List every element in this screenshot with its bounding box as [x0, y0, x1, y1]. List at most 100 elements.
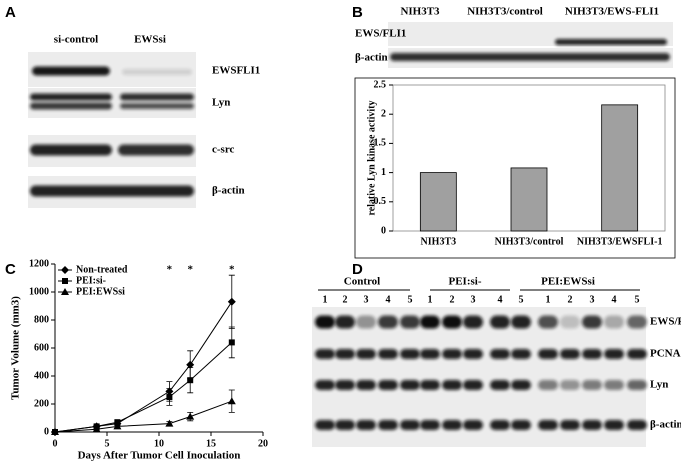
row-label: EWSFLI1: [212, 65, 260, 77]
blot-band: [627, 349, 647, 359]
lane-label: 3: [364, 294, 369, 305]
blot-band: [356, 420, 376, 430]
blot-band: [604, 380, 624, 390]
y-tick-label: 1200: [29, 258, 49, 269]
y-tick-label: 1000: [29, 286, 49, 297]
x-tick-label: 20: [258, 438, 268, 449]
y-tick-label: 200: [34, 398, 49, 409]
point: [114, 419, 121, 426]
panel-label: A: [5, 4, 16, 21]
series-line: [54, 342, 233, 433]
blot-band: [560, 420, 580, 430]
panel-label: C: [5, 261, 16, 278]
blot-band: [490, 420, 510, 430]
blot-band: [511, 380, 531, 390]
point: [186, 412, 195, 420]
bar: [510, 167, 548, 232]
blot-band: [315, 420, 335, 430]
point: [186, 360, 195, 369]
blot-band: [560, 380, 580, 390]
y-tick-label: 1: [381, 167, 386, 178]
y-tick-label: 0: [44, 426, 49, 437]
annotation: *: [187, 264, 193, 276]
row-label: PCNA: [650, 348, 681, 360]
blot-band: [463, 380, 483, 390]
blot-band: [490, 349, 510, 359]
y-tick-label: 2: [381, 108, 386, 119]
annotation: *: [167, 264, 173, 276]
blot-band: [335, 380, 355, 390]
y-tick-label: 1.5: [374, 138, 387, 149]
x-tick-label: NIH3T3: [421, 236, 457, 247]
row-label: β-actin: [212, 185, 245, 197]
blot-band: [442, 315, 462, 329]
blot-band: [604, 349, 624, 359]
lane-label: 5: [635, 294, 640, 305]
x-tick-label: NIH3T3/EWSFLI-1: [577, 236, 663, 247]
blot-band: [378, 380, 398, 390]
blot-band: [582, 420, 602, 430]
blot-band: [604, 420, 624, 430]
blot-band: [420, 420, 440, 430]
blot-band: [120, 103, 194, 109]
blot-band: [555, 39, 667, 45]
point: [165, 419, 174, 427]
legend-label: Non-treated: [76, 264, 128, 275]
blot-band: [627, 315, 647, 329]
annotation: *: [229, 264, 235, 276]
point: [227, 297, 236, 306]
blot-band: [538, 420, 558, 430]
blot-band: [420, 315, 440, 329]
point: [187, 377, 194, 384]
y-axis-label: Tumor Volume (mm3): [10, 296, 22, 400]
panel-label: B: [352, 4, 363, 21]
blot-band: [582, 349, 602, 359]
lane-label: 5: [519, 294, 524, 305]
blot-band: [32, 66, 110, 76]
blot-band: [511, 420, 531, 430]
blot-band: [627, 420, 647, 430]
blot-band: [400, 420, 420, 430]
lane-label: 2: [450, 294, 455, 305]
blot-band: [30, 185, 194, 197]
blot-band: [538, 349, 558, 359]
panel-label: D: [352, 261, 363, 278]
x-axis-label: Days After Tumor Cell Inoculation: [78, 450, 241, 462]
blot-band: [356, 315, 376, 329]
blot-band: [30, 93, 112, 101]
blot-band: [627, 380, 647, 390]
blot-band: [356, 349, 376, 359]
blot-band: [442, 349, 462, 359]
blot-band: [538, 315, 558, 329]
lane-label: 1: [428, 294, 433, 305]
blot-band: [511, 315, 531, 329]
point: [61, 266, 69, 274]
blot-band: [442, 380, 462, 390]
row-label: β-actin: [650, 419, 681, 431]
blot-band: [490, 315, 510, 329]
column-label: NIH3T3/control: [467, 6, 543, 18]
y-axis-label: relative Lyn kinase activity: [366, 100, 377, 215]
row-label: β-actin: [355, 52, 388, 64]
blot-band: [582, 380, 602, 390]
x-tick-label: NIH3T3/control: [495, 236, 564, 247]
y-tick-label: 600: [34, 342, 49, 353]
lane-label: 1: [546, 294, 551, 305]
blot-band: [560, 315, 580, 329]
blot-band: [378, 349, 398, 359]
blot-band: [463, 420, 483, 430]
blot-band: [400, 380, 420, 390]
group-label: PEI:EWSsi: [541, 276, 595, 288]
lane-label: 1: [323, 294, 328, 305]
blot-band: [335, 349, 355, 359]
y-tick-label: 800: [34, 314, 49, 325]
lane-label: 3: [471, 294, 476, 305]
blot-band: [420, 349, 440, 359]
blot-band: [356, 380, 376, 390]
y-tick-label: 400: [34, 370, 49, 381]
blot-band: [335, 420, 355, 430]
row-label: EWS/FLI1: [355, 28, 406, 40]
blot-band: [400, 349, 420, 359]
blot-band: [30, 102, 112, 110]
